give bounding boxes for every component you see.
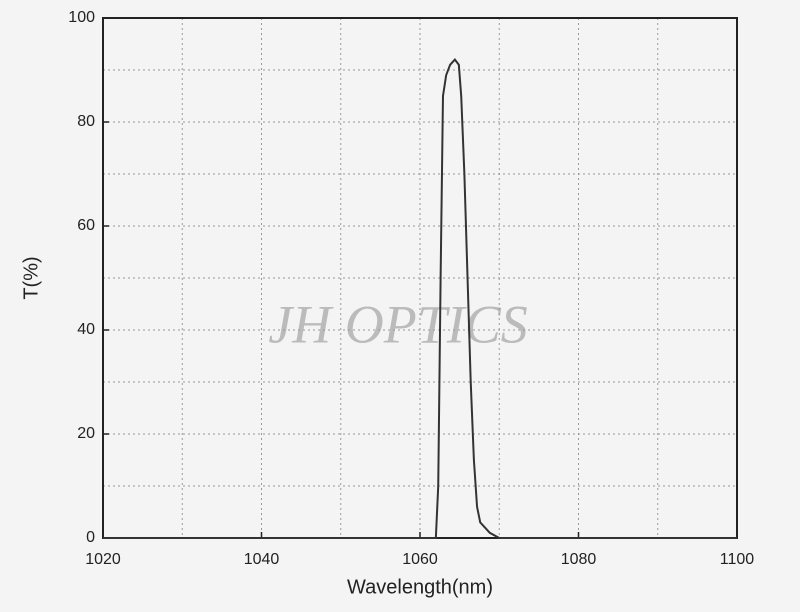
y-tick-label: 20 [77, 425, 95, 442]
x-tick-label: 1080 [561, 551, 597, 568]
watermark: JH OPTICS [268, 294, 527, 354]
y-tick-label: 100 [68, 9, 95, 26]
x-tick-label: 1060 [402, 551, 438, 568]
x-axis-label: Wavelength(nm) [347, 576, 493, 598]
data-line [103, 58, 737, 539]
y-axis-label: T(%) [20, 256, 42, 299]
y-tick-label: 40 [77, 321, 95, 338]
x-tick-label: 1020 [85, 551, 121, 568]
y-tick-label: 0 [86, 529, 95, 546]
y-tick-label: 60 [77, 217, 95, 234]
y-tick-label: 80 [77, 113, 95, 130]
x-tick-label: 1100 [720, 551, 755, 568]
x-tick-label: 1040 [244, 551, 280, 568]
